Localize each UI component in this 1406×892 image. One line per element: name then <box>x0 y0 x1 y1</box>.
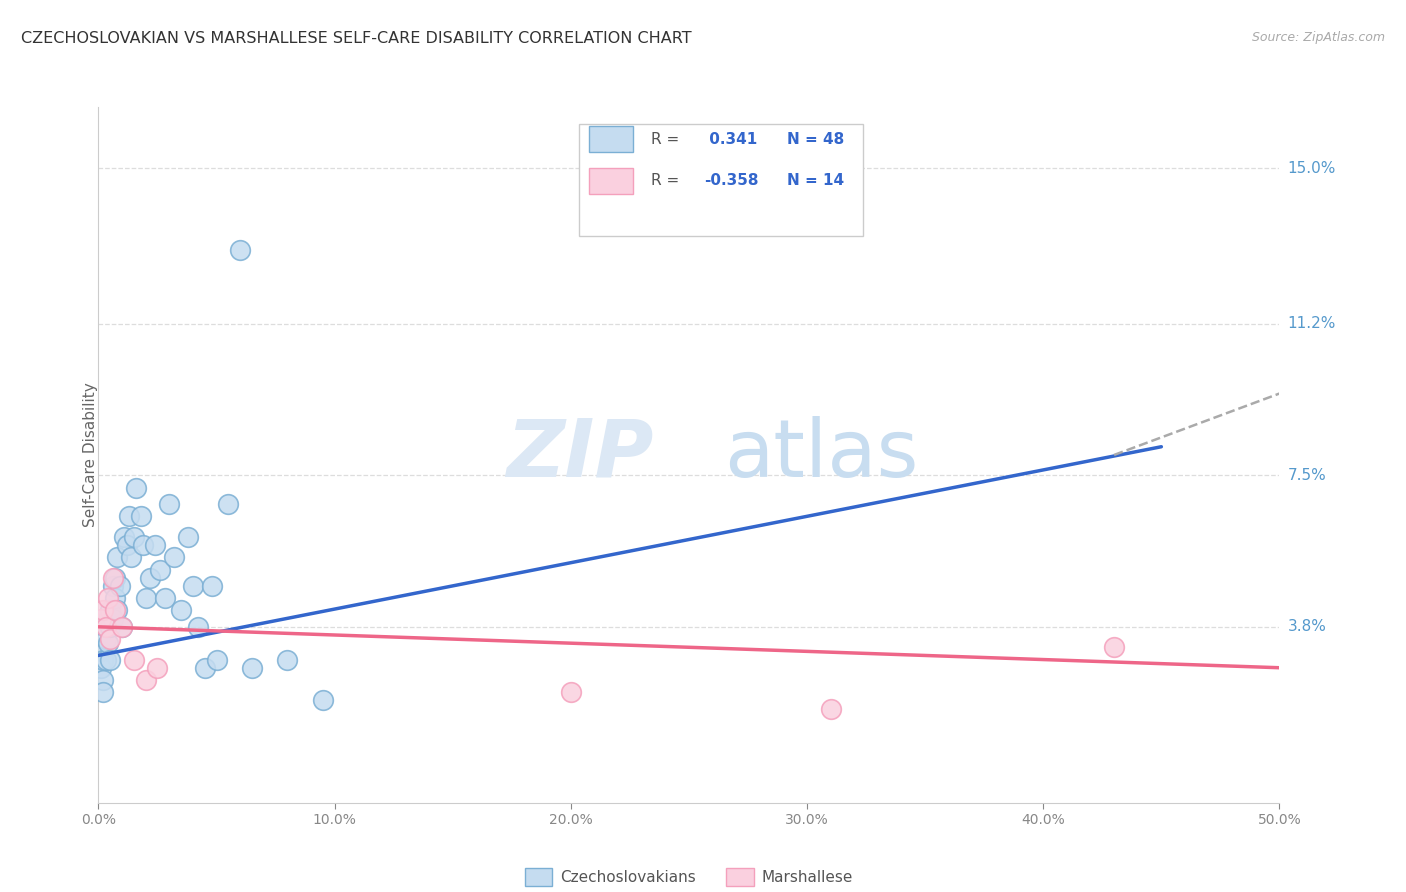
Point <box>121 550 143 565</box>
Point <box>560 685 582 699</box>
Y-axis label: Self-Care Disability: Self-Care Disability <box>83 383 97 527</box>
Point <box>94 620 117 634</box>
Text: 7.5%: 7.5% <box>1288 468 1326 483</box>
Point <box>139 571 162 585</box>
Point <box>91 685 114 699</box>
Point <box>98 632 121 646</box>
Text: -0.358: -0.358 <box>704 173 759 188</box>
Point <box>91 603 114 617</box>
Point <box>91 652 114 666</box>
Text: N = 14: N = 14 <box>787 173 844 188</box>
Point <box>105 603 128 617</box>
Point <box>1102 640 1125 655</box>
Point <box>312 693 335 707</box>
Point <box>111 620 134 634</box>
Point <box>90 612 112 626</box>
Text: 3.8%: 3.8% <box>1288 619 1327 634</box>
Text: CZECHOSLOVAKIAN VS MARSHALLESE SELF-CARE DISABILITY CORRELATION CHART: CZECHOSLOVAKIAN VS MARSHALLESE SELF-CARE… <box>21 31 692 46</box>
Point <box>94 620 117 634</box>
Point <box>90 644 112 658</box>
Point <box>104 571 127 585</box>
Text: 11.2%: 11.2% <box>1288 317 1336 332</box>
Text: atlas: atlas <box>724 416 918 494</box>
Point <box>101 612 124 626</box>
Point <box>125 481 148 495</box>
Point <box>153 591 176 606</box>
Point <box>129 509 152 524</box>
Text: R =: R = <box>651 173 685 188</box>
FancyBboxPatch shape <box>589 168 634 194</box>
Point <box>97 636 120 650</box>
Text: R =: R = <box>651 131 685 146</box>
Point <box>149 562 172 576</box>
Point <box>276 652 298 666</box>
Point <box>201 579 224 593</box>
Point <box>170 603 193 617</box>
Point <box>94 632 117 646</box>
Point <box>177 530 200 544</box>
Legend: Czechoslovakians, Marshallese: Czechoslovakians, Marshallese <box>524 868 853 886</box>
Point <box>132 538 155 552</box>
Point <box>135 673 157 687</box>
Point <box>205 652 228 666</box>
Point <box>115 538 138 552</box>
Point <box>187 620 209 634</box>
FancyBboxPatch shape <box>579 124 862 235</box>
Point <box>112 530 135 544</box>
Point <box>98 603 121 617</box>
Point <box>90 661 112 675</box>
FancyBboxPatch shape <box>589 126 634 153</box>
Point <box>101 579 124 593</box>
Point <box>135 591 157 606</box>
Point <box>104 603 127 617</box>
Point <box>157 497 180 511</box>
Text: 0.341: 0.341 <box>704 131 758 146</box>
Point <box>820 701 842 715</box>
Point <box>229 244 252 258</box>
Point <box>181 579 204 593</box>
Text: ZIP: ZIP <box>506 416 654 494</box>
Point <box>146 661 169 675</box>
Point <box>97 591 120 606</box>
Text: Source: ZipAtlas.com: Source: ZipAtlas.com <box>1251 31 1385 45</box>
Point <box>101 571 124 585</box>
Text: 15.0%: 15.0% <box>1288 161 1336 176</box>
Point <box>217 497 239 511</box>
Point <box>111 620 134 634</box>
Point <box>98 620 121 634</box>
Point <box>91 673 114 687</box>
Text: N = 48: N = 48 <box>787 131 844 146</box>
Point <box>105 550 128 565</box>
Point <box>104 591 127 606</box>
Point <box>118 509 141 524</box>
Point <box>194 661 217 675</box>
Point <box>143 538 166 552</box>
Point <box>122 530 145 544</box>
Point <box>94 652 117 666</box>
Point <box>97 612 120 626</box>
Point <box>240 661 263 675</box>
Point <box>108 579 131 593</box>
Point <box>98 652 121 666</box>
Point <box>122 652 145 666</box>
Point <box>163 550 186 565</box>
